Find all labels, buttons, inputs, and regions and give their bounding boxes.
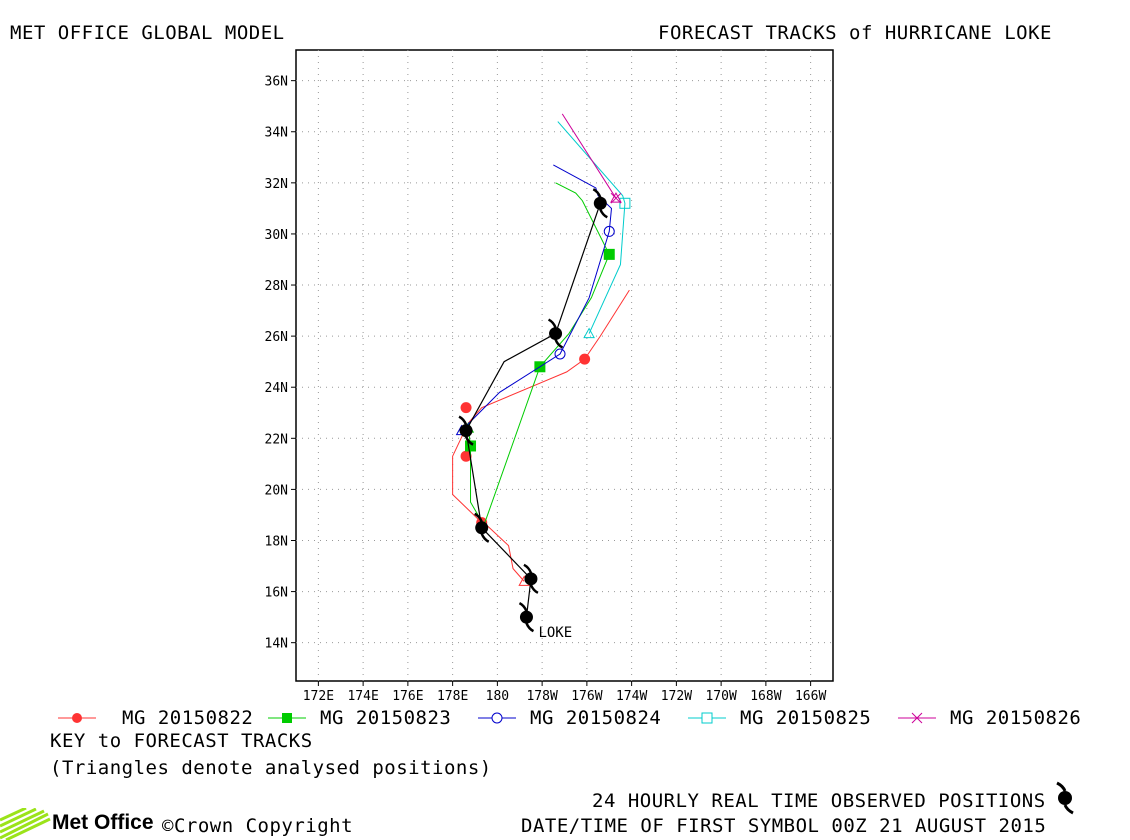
model-title: MET OFFICE GLOBAL MODEL [10, 22, 285, 44]
track-marker [460, 450, 472, 462]
hurricane-symbol-arm [592, 188, 602, 198]
observed-positions-label: 24 HOURLY REAL TIME OBSERVED POSITIONS [592, 790, 1046, 812]
met-office-brand: Met Office [52, 811, 154, 834]
track-marker [460, 402, 472, 414]
x-tick-label: 176W [571, 689, 602, 700]
y-tick-label: 24N [265, 381, 288, 396]
y-tick-label: 20N [265, 483, 288, 498]
analysed-triangle [583, 327, 595, 339]
track-marker [603, 225, 615, 237]
hurricane-symbol-arm [458, 415, 468, 426]
x-tick-label: 170W [705, 689, 736, 700]
first-symbol-datetime: DATE/TIME OF FIRST SYMBOL 00Z 21 AUGUST … [521, 815, 1047, 837]
hurricane-symbol-arm [547, 318, 557, 329]
y-tick-label: 30N [265, 228, 288, 243]
track-line-1 [467, 182, 610, 527]
x-tick-label: 174W [616, 689, 647, 700]
hurricane-symbol [459, 424, 473, 438]
track-marker [610, 192, 622, 204]
chart-title: FORECAST TRACKS of HURRICANE LOKE [658, 22, 1052, 44]
track-marker [619, 197, 631, 209]
storm-name-label: LOKE [538, 625, 572, 641]
hurricane-symbol [549, 327, 563, 341]
met-office-emblem-icon [0, 808, 51, 840]
legend-item-mg-20150825: MG 20150825 [686, 706, 886, 730]
key-title: KEY to FORECAST TRACKS [50, 730, 313, 752]
y-tick-label: 22N [265, 432, 288, 447]
key-note: (Triangles denote analysed positions) [50, 757, 492, 779]
hurricane-symbol-arm [523, 563, 533, 574]
hurricane-symbol [475, 521, 489, 535]
x-tick-label: 178W [526, 689, 557, 700]
legend-label: MG 20150824 [530, 707, 662, 729]
hurricane-symbol [519, 610, 533, 624]
x-tick-label: 176E [392, 689, 423, 700]
y-tick-label: 26N [265, 330, 288, 345]
y-tick-label: 28N [265, 279, 288, 294]
y-tick-label: 34N [265, 126, 288, 141]
legend-label: MG 20150823 [320, 707, 452, 729]
copyright: ©Crown Copyright [162, 815, 354, 837]
legend-item-mg-20150822: MG 20150822 [56, 706, 256, 730]
hurricane-symbol-arm [525, 622, 535, 633]
plot-frame [295, 49, 834, 682]
x-tick-label: 166W [795, 689, 826, 700]
analysed-triangle [610, 192, 622, 203]
track-marker [465, 440, 477, 452]
y-tick-label: 16N [265, 586, 288, 601]
track-line-3 [557, 121, 626, 334]
track-marker [554, 348, 566, 360]
hurricane-symbol-arm [599, 208, 608, 219]
hurricane-symbol [593, 196, 607, 210]
legend-item-mg-20150823: MG 20150823 [266, 706, 466, 730]
forecast-track-chart: 172E 174E 176E 178E 180 178W 176W 174W 172W 170W 1… [265, 49, 834, 700]
x-tick-label: 178E [437, 689, 468, 700]
y-tick-label: 18N [265, 534, 288, 549]
y-tick-label: 32N [265, 177, 288, 192]
y-tick-label: 36N [265, 75, 288, 90]
hurricane-symbol-arm [464, 436, 474, 446]
hurricane-symbol-arm [529, 584, 539, 594]
y-tick-label: 14N [265, 637, 288, 652]
track-line-4 [561, 113, 617, 199]
legend-item-mg-20150824: MG 20150824 [476, 706, 676, 730]
x-tick-label: 172W [661, 689, 692, 700]
legend-label: MG 20150825 [740, 707, 872, 729]
hurricane-symbol [524, 572, 538, 586]
x-tick-label: 180 [486, 689, 509, 700]
x-tick-label: 172E [303, 689, 334, 700]
legend-label: MG 20150822 [122, 707, 254, 729]
legend-label: MG 20150826 [950, 707, 1082, 729]
hurricane-symbol-arm [480, 533, 490, 543]
x-tick-label: 168W [750, 689, 781, 700]
track-marker [603, 248, 615, 260]
hurricane-symbol-arm [474, 512, 483, 523]
hurricane-symbol-arm [554, 339, 564, 349]
hurricane-symbol-icon [1056, 781, 1074, 815]
track-marker [579, 353, 591, 365]
hurricane-symbol-arm [518, 602, 528, 612]
x-tick-label: 174E [347, 689, 378, 700]
legend-item-mg-20150826: MG 20150826 [896, 706, 1096, 730]
